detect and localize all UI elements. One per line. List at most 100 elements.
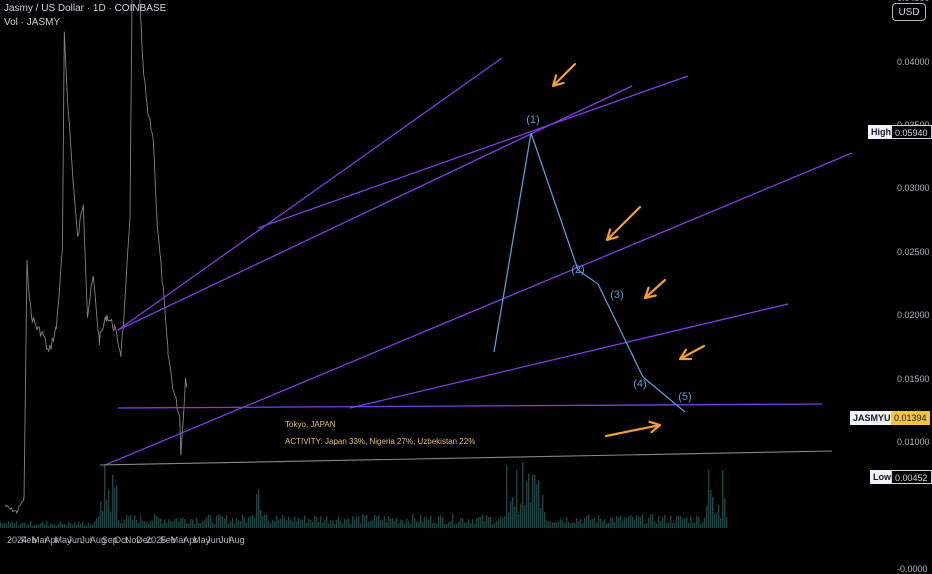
volume-bar	[588, 514, 590, 528]
volume-bar	[166, 522, 168, 528]
volume-bar	[220, 515, 222, 528]
volume-bar	[430, 515, 432, 528]
volume-bar	[28, 524, 30, 528]
volume-bar	[150, 520, 152, 528]
price-series	[4, 0, 188, 515]
volume-bar	[124, 520, 126, 528]
volume-bar	[552, 522, 554, 528]
volume-bar	[382, 520, 384, 528]
volume-bar	[38, 524, 40, 528]
volume-bar	[682, 519, 684, 528]
volume-bar	[384, 516, 386, 528]
volume-bar	[296, 521, 298, 528]
wave-label: (5)	[678, 391, 691, 403]
currency-button[interactable]: USD	[892, 3, 926, 21]
volume-bar	[720, 517, 722, 528]
volume-bar	[712, 497, 714, 528]
volume-bar	[350, 523, 352, 528]
volume-bar	[648, 517, 650, 528]
volume-bar	[8, 521, 10, 528]
volume-bar	[304, 515, 306, 528]
volume-bar	[568, 522, 570, 528]
volume-bar	[168, 519, 170, 528]
volume-bar	[78, 521, 80, 528]
time-tick-label: 2025	[146, 535, 167, 545]
volume-bar	[84, 525, 86, 528]
volume-bar	[206, 517, 208, 528]
volume-bar	[716, 513, 718, 528]
volume-bar	[140, 515, 142, 528]
time-tick-label: May	[54, 535, 72, 545]
volume-bar	[684, 518, 686, 528]
volume-bar	[630, 514, 632, 528]
volume-bar	[574, 523, 576, 528]
elliott-wave	[493, 132, 686, 413]
volume-bar	[582, 523, 584, 528]
volume-bar	[170, 520, 172, 528]
volume-bar	[580, 518, 582, 528]
volume-bar	[638, 516, 640, 528]
volume-bar	[392, 518, 394, 528]
price-chart[interactable]: (1) (2) (3) (4) (5)	[0, 0, 932, 550]
volume-bar	[292, 521, 294, 528]
volume-bar	[156, 515, 158, 528]
volume-bar	[466, 521, 468, 528]
volume-bar	[612, 517, 614, 528]
volume-bar	[162, 523, 164, 528]
symbol-title: Jasmy / US Dollar · 1D · COINBASE	[4, 3, 167, 14]
volume-bar	[376, 517, 378, 528]
volume-bar	[504, 516, 506, 528]
volume-bar	[118, 520, 120, 528]
volume-bar	[320, 516, 322, 528]
volume-bar	[328, 523, 330, 528]
volume-bar	[494, 522, 496, 528]
volume-bar	[706, 505, 708, 528]
volume-bar	[338, 516, 340, 528]
volume-bar	[594, 517, 596, 528]
volume-bar	[94, 521, 96, 528]
volume-bar	[368, 521, 370, 528]
volume-bar	[608, 522, 610, 528]
low-marker-label: Low	[870, 470, 894, 484]
volume-bar	[274, 520, 276, 528]
volume-bar	[658, 516, 660, 528]
volume-bar	[478, 516, 480, 528]
volume-bar	[144, 521, 146, 528]
volume-bar	[626, 518, 628, 528]
orange-arrow-icon	[551, 62, 577, 88]
volume-bar	[66, 525, 68, 528]
volume-bar	[532, 474, 534, 528]
volume-bar	[138, 523, 140, 528]
volume-bar	[558, 521, 560, 528]
volume-bar	[458, 521, 460, 528]
volume-bar	[714, 514, 716, 528]
volume-bar	[186, 523, 188, 528]
volume-bar	[12, 522, 14, 528]
volume-bar	[248, 517, 250, 528]
volume-bar	[136, 519, 138, 528]
trendline	[349, 303, 789, 409]
volume-bar	[650, 514, 652, 528]
volume-bar	[212, 522, 214, 528]
volume-bar	[222, 516, 224, 528]
volume-bar	[670, 516, 672, 528]
volume-bar	[680, 516, 682, 528]
volume-bar	[438, 516, 440, 528]
volume-bar	[86, 525, 88, 528]
volume-bar	[16, 521, 18, 528]
volume-bar	[632, 516, 634, 528]
volume-bar	[180, 518, 182, 528]
volume-bar	[406, 518, 408, 528]
volume-bar	[260, 509, 262, 528]
volume-bar	[424, 516, 426, 528]
volume-bar	[196, 517, 198, 528]
volume-bar	[250, 516, 252, 528]
volume-bar	[614, 522, 616, 528]
volume-bar	[122, 522, 124, 528]
volume-bar	[286, 520, 288, 528]
volume-bar	[694, 522, 696, 528]
volume-bar	[158, 517, 160, 528]
volume-bar	[208, 514, 210, 528]
volume-bar	[284, 517, 286, 528]
volume-bar	[0, 522, 2, 528]
